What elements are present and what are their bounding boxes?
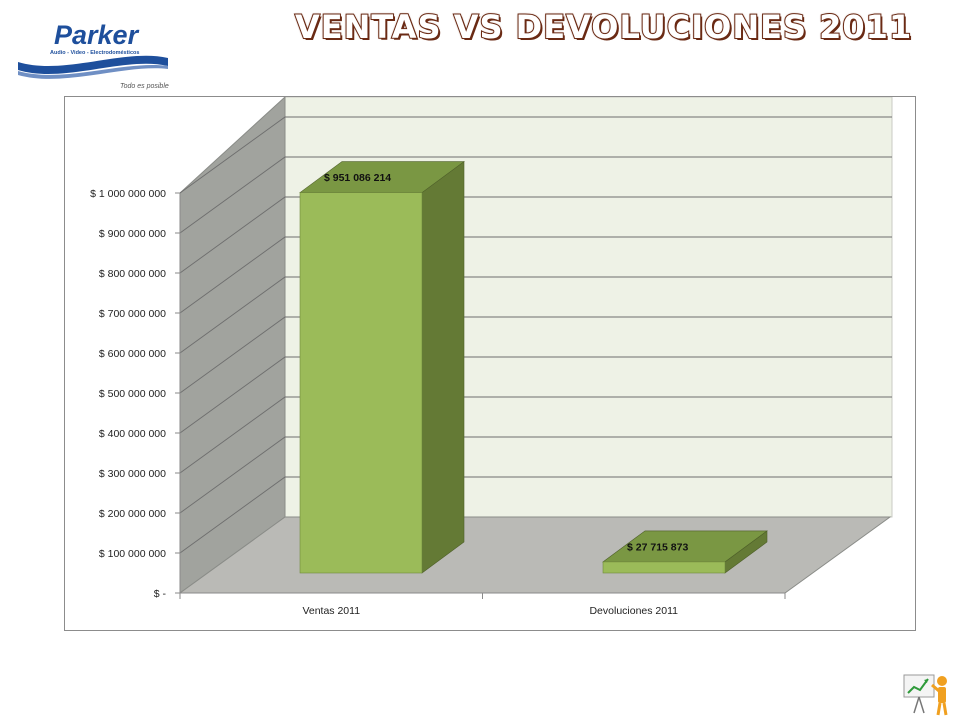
gridline: [179, 436, 892, 514]
bar-data-label: $ 951 086 214: [324, 172, 391, 184]
bar-devoluciones: $ 27 715 873: [602, 530, 768, 574]
y-tick-label: $ 300 000 000: [99, 468, 166, 480]
y-axis-ticks: $ - $ 100 000 000 $ 200 000 000 $ 300 000 0…: [90, 188, 181, 600]
gridline: [179, 396, 892, 474]
logo-brand: Parker: [54, 20, 140, 50]
gridline: [179, 316, 892, 394]
slide-title: VENTAS VS DEVOLUCIONES 2011: [294, 7, 913, 47]
gridline: [179, 276, 892, 354]
gridlines: [179, 116, 892, 554]
bar-ventas: $ 951 086 214: [299, 160, 465, 574]
x-axis: Ventas 2011 Devoluciones 2011: [179, 592, 786, 617]
side-wall: [179, 97, 286, 594]
bar-chart: $ - $ 100 000 000 $ 200 000 000 $ 300 000 0…: [90, 97, 893, 617]
bar-front: [602, 561, 726, 574]
gridline: [179, 356, 892, 434]
y-tick-label: $ 700 000 000: [99, 308, 166, 320]
y-tick-label: $ 600 000 000: [99, 348, 166, 360]
gridline: [179, 116, 892, 194]
parker-logo: Parker Audio - Video - Electrodomésticos…: [14, 14, 172, 92]
y-tick-label: $ 400 000 000: [99, 428, 166, 440]
x-tick-label: Devoluciones 2011: [589, 605, 678, 617]
presenter-chart-icon: [903, 674, 948, 716]
y-tick-label: $ 800 000 000: [99, 268, 166, 280]
bars: $ 951 086 214 $ 27 715 873: [299, 160, 768, 574]
y-tick-label: $ 900 000 000: [99, 228, 166, 240]
y-tick-label: $ 200 000 000: [99, 508, 166, 520]
y-tick-label: $ 1 000 000 000: [90, 188, 166, 200]
chart-walls: [178, 97, 893, 594]
bar-data-label: $ 27 715 873: [627, 541, 688, 553]
logo-slogan: Todo es posible: [120, 83, 169, 90]
gridline: [179, 156, 892, 234]
chart-area: $ - $ 100 000 000 $ 200 000 000 $ 300 000 0…: [64, 96, 916, 631]
logo-tagline: Audio - Video - Electrodomésticos: [50, 50, 139, 56]
gridline: [179, 476, 892, 554]
floor: [178, 516, 892, 594]
gridline: [179, 196, 892, 274]
y-tick-label: $ 500 000 000: [99, 388, 166, 400]
bar-side: [421, 160, 465, 574]
x-tick-label: Ventas 2011: [302, 605, 360, 617]
y-tick-label: $ -: [154, 588, 167, 600]
y-tick-label: $ 100 000 000: [99, 548, 166, 560]
bar-front: [299, 192, 423, 574]
gridline: [179, 236, 892, 314]
